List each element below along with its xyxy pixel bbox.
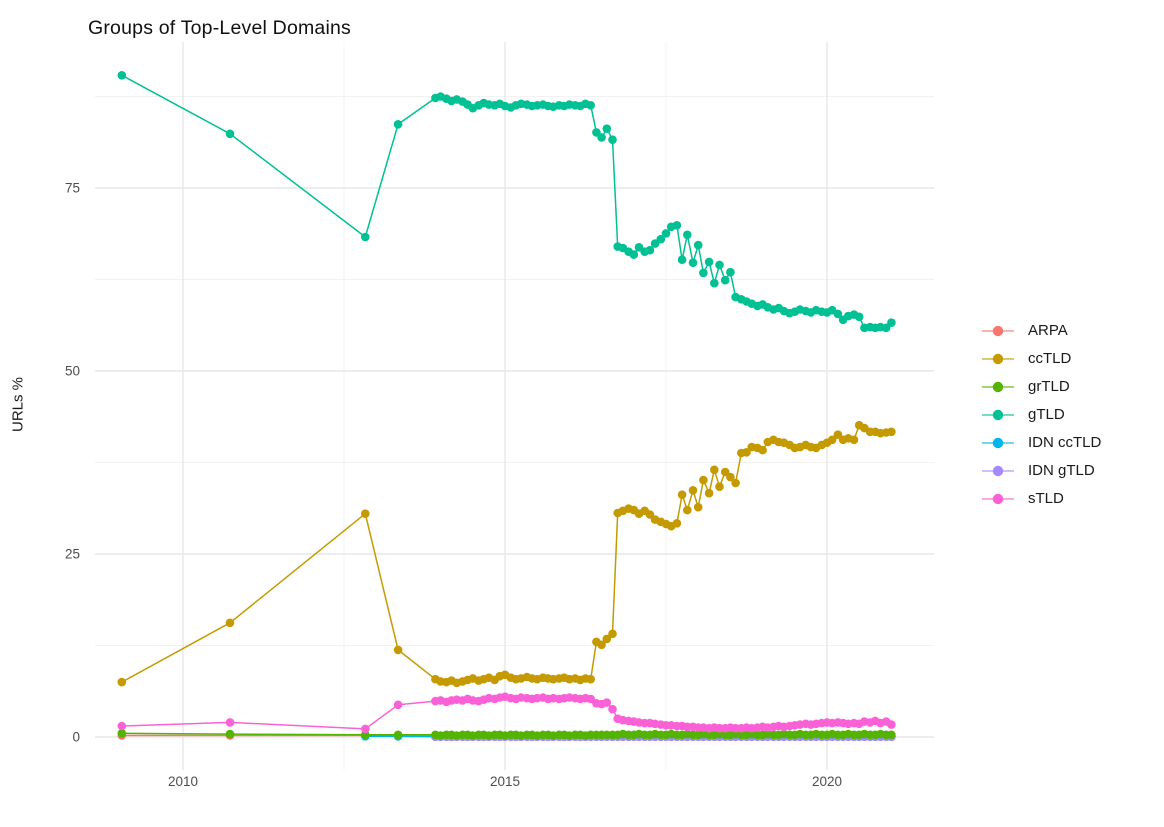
- data-point: [887, 720, 896, 729]
- data-point: [225, 618, 235, 628]
- data-point: [699, 268, 708, 278]
- legend-entry-arpa: ARPA: [980, 321, 1101, 340]
- x-tick-label: 2015: [490, 774, 520, 789]
- data-point: [688, 486, 698, 495]
- legend-entry-gtld: gTLD: [980, 405, 1101, 424]
- legend-entry-idn-gtld: IDN gTLD: [980, 461, 1101, 480]
- y-tick-label: 25: [65, 547, 80, 562]
- data-point: [393, 700, 403, 710]
- data-point: [688, 258, 698, 268]
- data-point: [393, 730, 403, 740]
- data-point: [726, 472, 735, 482]
- data-point: [683, 505, 692, 515]
- legend-key-icon: [982, 325, 1014, 336]
- data-point: [704, 257, 714, 267]
- data-point: [661, 229, 671, 238]
- data-point: [225, 729, 235, 739]
- data-point: [887, 318, 896, 328]
- chart-title: Groups of Top-Level Domains: [88, 17, 352, 40]
- legend-label: gTLD: [1028, 406, 1065, 423]
- data-point: [602, 634, 612, 644]
- data-point: [693, 240, 703, 250]
- legend-label: sTLD: [1028, 490, 1064, 507]
- legend-label: grTLD: [1028, 378, 1070, 395]
- data-point: [361, 509, 370, 518]
- data-point: [117, 677, 127, 687]
- data-point: [849, 435, 859, 445]
- data-point: [597, 640, 606, 650]
- data-point: [672, 519, 682, 528]
- data-point: [608, 135, 617, 144]
- data-point: [629, 250, 639, 259]
- data-point: [225, 129, 235, 139]
- data-point: [742, 448, 751, 457]
- series-grtld: [117, 729, 896, 740]
- data-point: [602, 124, 612, 133]
- data-point: [361, 730, 370, 740]
- data-point: [683, 230, 692, 240]
- legend-key-icon: [982, 353, 1014, 364]
- data-point: [608, 629, 617, 639]
- x-tick-label: 2020: [812, 774, 842, 789]
- data-point: [225, 718, 235, 727]
- legend-key-icon: [982, 437, 1014, 448]
- data-point: [710, 278, 719, 288]
- y-tick-label: 75: [65, 181, 80, 196]
- data-point: [887, 427, 896, 437]
- data-point: [117, 721, 127, 731]
- legend-key-icon: [982, 493, 1014, 504]
- data-point: [827, 435, 837, 445]
- legend-label: ARPA: [1028, 322, 1068, 339]
- data-point: [361, 724, 370, 734]
- series-line: [121, 74, 892, 329]
- legend-key-icon: [982, 381, 1014, 392]
- data-point: [672, 221, 682, 230]
- data-point: [677, 490, 687, 500]
- legend-label: ccTLD: [1028, 350, 1072, 367]
- data-point: [715, 260, 724, 270]
- data-point: [117, 71, 127, 80]
- data-point: [117, 729, 127, 738]
- data-point: [393, 120, 403, 129]
- data-point: [677, 255, 687, 264]
- data-point: [699, 475, 708, 485]
- data-point: [608, 704, 617, 714]
- data-point: [586, 101, 595, 110]
- legend-label: IDN gTLD: [1028, 462, 1095, 479]
- data-point: [645, 245, 655, 255]
- legend-entry-grtld: grTLD: [980, 377, 1101, 396]
- legend-label: IDN ccTLD: [1028, 434, 1102, 451]
- legend-entry-stld: sTLD: [980, 489, 1101, 508]
- data-point: [726, 267, 735, 277]
- data-point: [693, 502, 703, 512]
- data-point: [597, 133, 606, 142]
- legend-key-icon: [982, 465, 1014, 476]
- data-point: [704, 488, 714, 498]
- legend-entry-idn-cctld: IDN ccTLD: [980, 433, 1101, 452]
- series-stld: [117, 692, 896, 734]
- data-point: [833, 309, 843, 319]
- data-point: [656, 234, 666, 244]
- y-tick-label: 50: [65, 364, 80, 379]
- series-gtld: [117, 71, 896, 333]
- x-tick-label: 2010: [168, 774, 198, 789]
- legend-entry-cctld: ccTLD: [980, 349, 1101, 368]
- data-point: [720, 275, 730, 285]
- data-point: [758, 445, 767, 455]
- data-point: [586, 674, 595, 684]
- data-point: [393, 645, 403, 655]
- data-point: [731, 478, 740, 488]
- data-point: [602, 698, 612, 707]
- data-point: [715, 482, 724, 492]
- data-point: [710, 465, 719, 475]
- data-point: [361, 232, 370, 242]
- data-point: [887, 730, 896, 740]
- legend: ARPA ccTLD grTLD gTLD IDN ccTLD IDN gTLD sTLD: [980, 321, 1101, 508]
- legend-key-icon: [982, 409, 1014, 420]
- data-point: [854, 312, 864, 322]
- series-cctld: [117, 420, 896, 688]
- y-tick-label: 0: [72, 730, 80, 745]
